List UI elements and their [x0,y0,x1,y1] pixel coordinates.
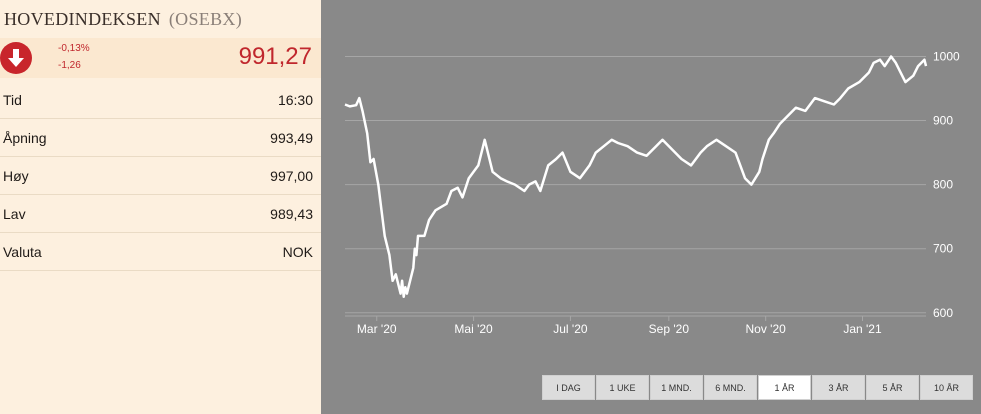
detail-value: 989,43 [270,206,313,222]
y-tick-label: 600 [933,306,953,320]
detail-row-open: Åpning 993,49 [0,119,321,157]
detail-value: NOK [282,244,313,260]
instrument-symbol: (OSEBX) [168,9,242,29]
range-tabs: I DAG 1 UKE 1 MND. 6 MND. 1 ÅR 3 ÅR 5 ÅR… [542,375,974,400]
tab-6-mnd[interactable]: 6 MND. [704,375,757,400]
change-absolute: -1,26 [58,60,81,71]
y-tick-label: 700 [933,242,953,256]
y-tick-label: 900 [933,114,953,128]
detail-label: Lav [3,206,26,222]
detail-label: Tid [3,92,22,108]
tab-1-mnd[interactable]: 1 MND. [650,375,703,400]
y-tick-label: 800 [933,178,953,192]
detail-row-low: Lav 989,43 [0,195,321,233]
tab-1-uke[interactable]: 1 UKE [596,375,649,400]
arrow-down-icon [0,42,32,74]
x-tick-label: Mar '20 [357,322,397,336]
chart-panel: 600 700 800 900 1000 Mar '20 Mai '20 Jul '20 Sep… [321,0,981,414]
detail-value: 993,49 [270,130,313,146]
detail-value: 997,00 [270,168,313,184]
y-tick-label: 1000 [933,49,960,63]
x-tick-label: Mai '20 [454,322,493,336]
tab-i-dag[interactable]: I DAG [542,375,595,400]
x-tick-label: Jan '21 [843,322,882,336]
instrument-title: HOVEDINDEKSEN (OSEBX) [4,9,242,30]
instrument-header: HOVEDINDEKSEN (OSEBX) [0,0,321,38]
tab-5-ar[interactable]: 5 ÅR [866,375,919,400]
detail-label: Åpning [3,130,47,146]
quote-panel: HOVEDINDEKSEN (OSEBX) -0,13% -1,26 991,27… [0,0,321,414]
quote-summary: -0,13% -1,26 991,27 [0,38,321,78]
tab-3-ar[interactable]: 3 ÅR [812,375,865,400]
detail-row-time: Tid 16:30 [0,81,321,119]
change-percent: -0,13% [58,43,90,54]
detail-row-currency: Valuta NOK [0,233,321,271]
tab-10-ar[interactable]: 10 ÅR [920,375,973,400]
detail-label: Valuta [3,244,42,260]
detail-label: Høy [3,168,29,184]
detail-row-high: Høy 997,00 [0,157,321,195]
series-line-0 [344,55,928,299]
x-tick-label: Nov '20 [746,322,787,336]
x-tick-label: Sep '20 [649,322,690,336]
last-price: 991,27 [238,43,312,70]
x-tick-label: Jul '20 [553,322,588,336]
tab-1-ar[interactable]: 1 ÅR [758,375,811,400]
detail-value: 16:30 [277,92,313,108]
price-chart: 600 700 800 900 1000 Mar '20 Mai '20 Jul '20 Sep… [344,49,960,336]
instrument-name: HOVEDINDEKSEN [4,9,161,29]
